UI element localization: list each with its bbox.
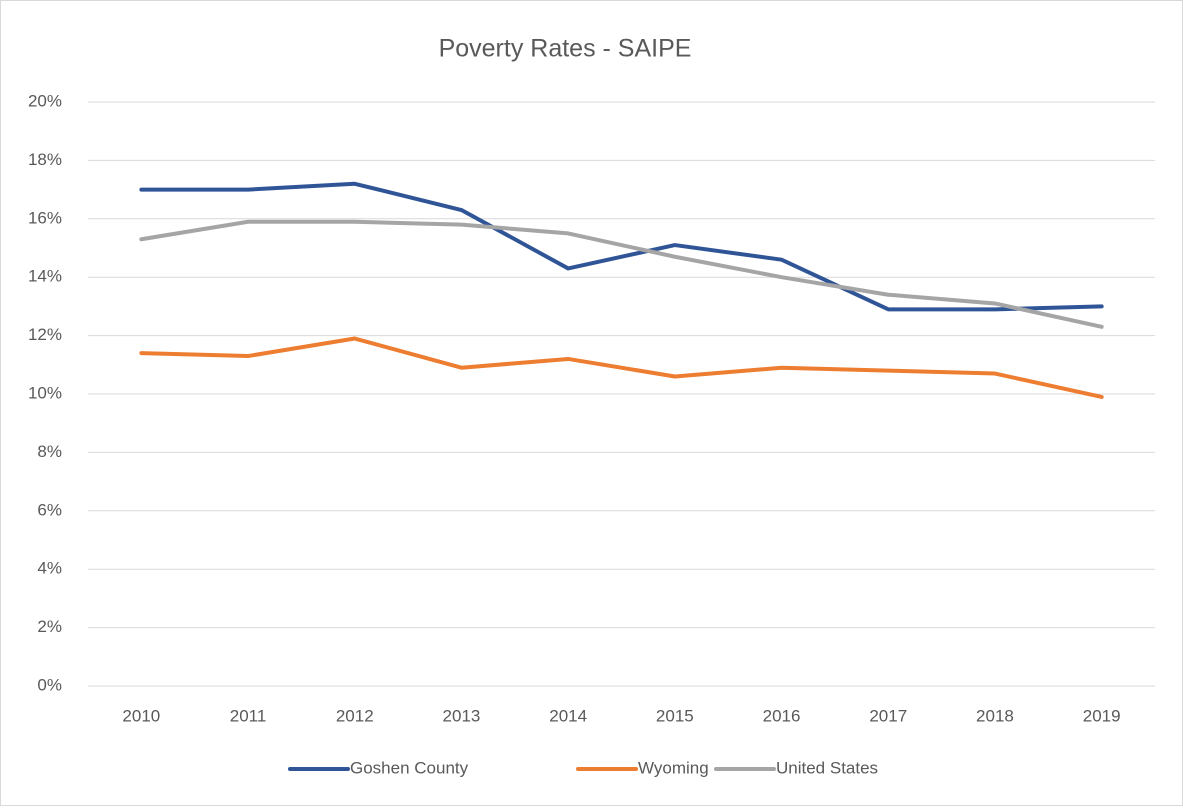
y-tick-label: 12% [28, 325, 62, 344]
y-tick-label: 10% [28, 383, 62, 402]
y-tick-label: 4% [37, 559, 62, 578]
y-tick-label: 14% [28, 267, 62, 286]
series-line [139, 336, 1104, 399]
series-line [139, 181, 1104, 312]
legend-label: United States [776, 758, 878, 777]
x-tick-label: 2019 [1083, 706, 1121, 725]
x-tick-label: 2010 [122, 706, 160, 725]
y-tick-label: 6% [37, 500, 62, 519]
x-tick-label: 2015 [656, 706, 694, 725]
y-tick-label: 20% [28, 91, 62, 110]
y-tick-label: 2% [37, 617, 62, 636]
x-tick-label: 2016 [763, 706, 801, 725]
y-tick-label: 18% [28, 150, 62, 169]
x-tick-label: 2014 [549, 706, 587, 725]
x-tick-label: 2012 [336, 706, 374, 725]
x-tick-label: 2013 [443, 706, 481, 725]
legend-label: Goshen County [350, 758, 469, 777]
y-tick-label: 16% [28, 208, 62, 227]
legend-label: Wyoming [638, 758, 709, 777]
y-tick-label: 8% [37, 442, 62, 461]
y-tick-label: 0% [37, 675, 62, 694]
chart-title: Poverty Rates - SAIPE [439, 35, 692, 63]
series-line [139, 219, 1104, 329]
x-tick-label: 2017 [869, 706, 907, 725]
x-tick-label: 2018 [976, 706, 1014, 725]
x-tick-label: 2011 [230, 706, 267, 725]
